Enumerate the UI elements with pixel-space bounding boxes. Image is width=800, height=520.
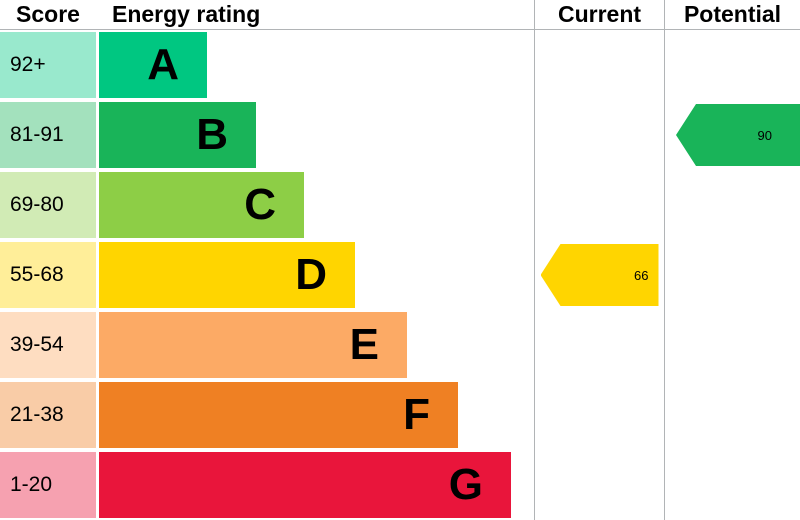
rating-area: 81-91 B — [0, 100, 534, 170]
potential-column-header: Potential — [664, 0, 800, 29]
band-bar: D — [99, 242, 355, 308]
current-cell — [534, 100, 664, 170]
score-range: 69-80 — [0, 172, 96, 238]
band-letter: D — [295, 250, 327, 299]
rating-area: 1-20 G — [0, 450, 534, 520]
band-row-c: 69-80 C — [0, 170, 800, 240]
potential-cell — [664, 170, 800, 240]
score-range: 92+ — [0, 32, 96, 98]
potential-rating-arrow: 90 — [676, 104, 800, 166]
score-column-header: Score — [16, 1, 80, 27]
current-cell — [534, 30, 664, 100]
band-letter: F — [403, 390, 430, 439]
current-rating-value: 66 — [634, 267, 649, 283]
band-bar: A — [99, 32, 207, 98]
potential-cell: 90 — [664, 100, 800, 170]
score-range: 81-91 — [0, 102, 96, 168]
band-row-d: 55-68 D 66 — [0, 240, 800, 310]
current-cell — [534, 450, 664, 520]
score-range: 21-38 — [0, 382, 96, 448]
rating-area: 21-38 F — [0, 380, 534, 450]
score-range: 1-20 — [0, 452, 96, 518]
current-cell — [534, 380, 664, 450]
band-letter: G — [448, 460, 483, 509]
potential-rating-value: 90 — [757, 127, 772, 143]
potential-cell — [664, 310, 800, 380]
rating-area: 92+ A — [0, 30, 534, 100]
band-bar: C — [99, 172, 304, 238]
chart-header: Score Energy rating Current Potential — [0, 0, 800, 30]
potential-cell — [664, 450, 800, 520]
band-letter: C — [244, 180, 276, 229]
band-letter: E — [349, 320, 379, 369]
band-row-b: 81-91 B 90 — [0, 100, 800, 170]
band-bar: B — [99, 102, 256, 168]
current-cell: 66 — [534, 240, 664, 310]
rating-area: 69-80 C — [0, 170, 534, 240]
rating-area: 39-54 E — [0, 310, 534, 380]
potential-cell — [664, 380, 800, 450]
band-bar: G — [99, 452, 511, 518]
band-row-g: 1-20 G — [0, 450, 800, 520]
band-bar: F — [99, 382, 458, 448]
band-row-a: 92+ A — [0, 30, 800, 100]
potential-cell — [664, 30, 800, 100]
score-range: 55-68 — [0, 242, 96, 308]
band-row-f: 21-38 F — [0, 380, 800, 450]
band-row-e: 39-54 E — [0, 310, 800, 380]
band-letter: A — [147, 40, 179, 89]
potential-cell — [664, 240, 800, 310]
current-cell — [534, 310, 664, 380]
rating-area: 55-68 D — [0, 240, 534, 310]
current-cell — [534, 170, 664, 240]
band-bar: E — [99, 312, 407, 378]
band-letter: B — [196, 110, 228, 159]
score-range: 39-54 — [0, 312, 96, 378]
current-rating-arrow: 66 — [540, 244, 659, 306]
current-column-header: Current — [534, 0, 664, 29]
energy-rating-column-header: Energy rating — [112, 1, 261, 27]
